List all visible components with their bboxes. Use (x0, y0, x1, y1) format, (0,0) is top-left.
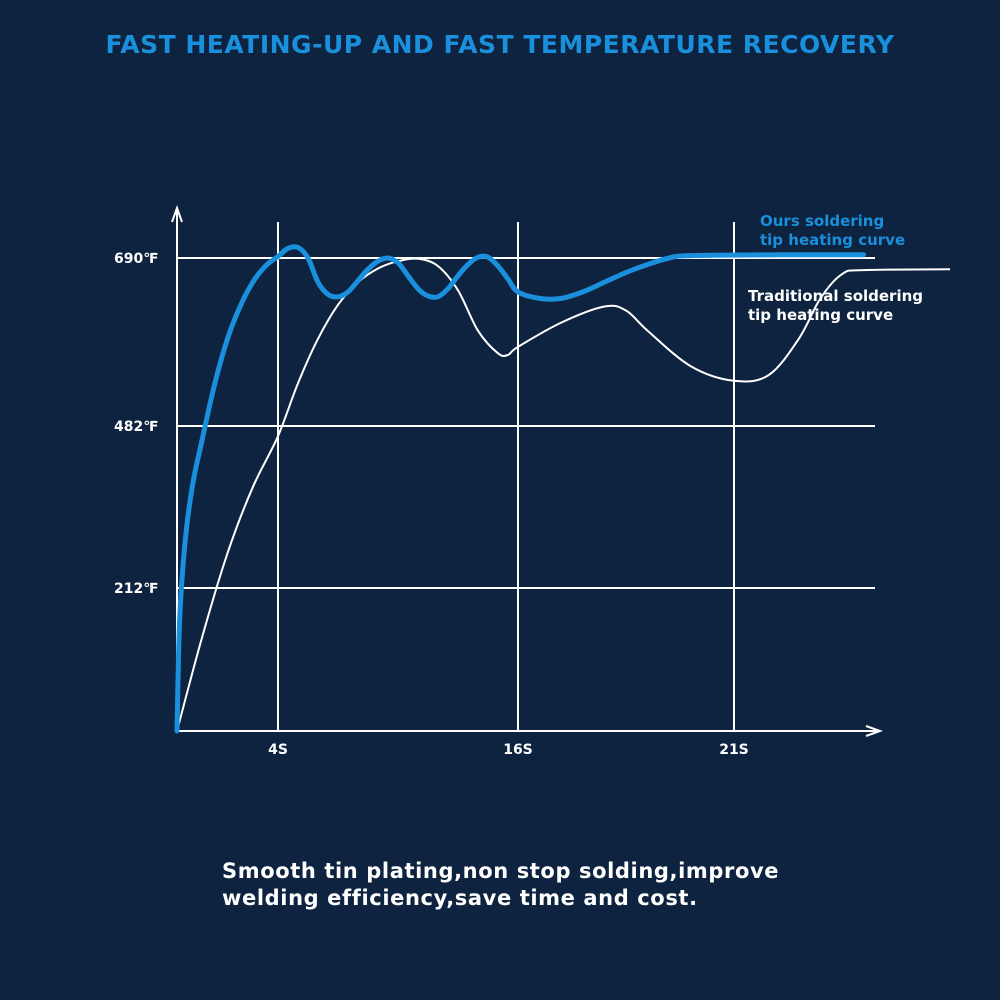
legend-traditional-line-1: Traditional soldering (748, 287, 923, 305)
x-tick-label-1: 16S (503, 742, 533, 758)
chart-title: FAST HEATING-UP AND FAST TEMPERATURE REC… (105, 30, 895, 59)
legend-ours-line-2: tip heating curve (760, 231, 905, 249)
caption: Smooth tin plating,non stop solding,impr… (222, 858, 922, 912)
y-axis-arrow (171, 205, 183, 223)
y-tick-label-2: 690℉ (114, 251, 158, 267)
legend-traditional-line-2: tip heating curve (748, 306, 893, 324)
series-line-ours (174, 244, 867, 734)
legend-ours-line-1: Ours soldering (760, 212, 884, 230)
caption-line-2: welding efficiency,save time and cost. (222, 886, 698, 910)
x-tick-label-0: 4S (268, 742, 288, 758)
x-tick-label-2: 21S (719, 742, 749, 758)
series-line-traditional (176, 257, 951, 732)
x-axis-arrow (865, 725, 883, 737)
y-tick-label-1: 482℉ (114, 419, 158, 435)
caption-line-1: Smooth tin plating,non stop solding,impr… (222, 859, 780, 883)
y-tick-label-0: 212℉ (114, 581, 158, 597)
